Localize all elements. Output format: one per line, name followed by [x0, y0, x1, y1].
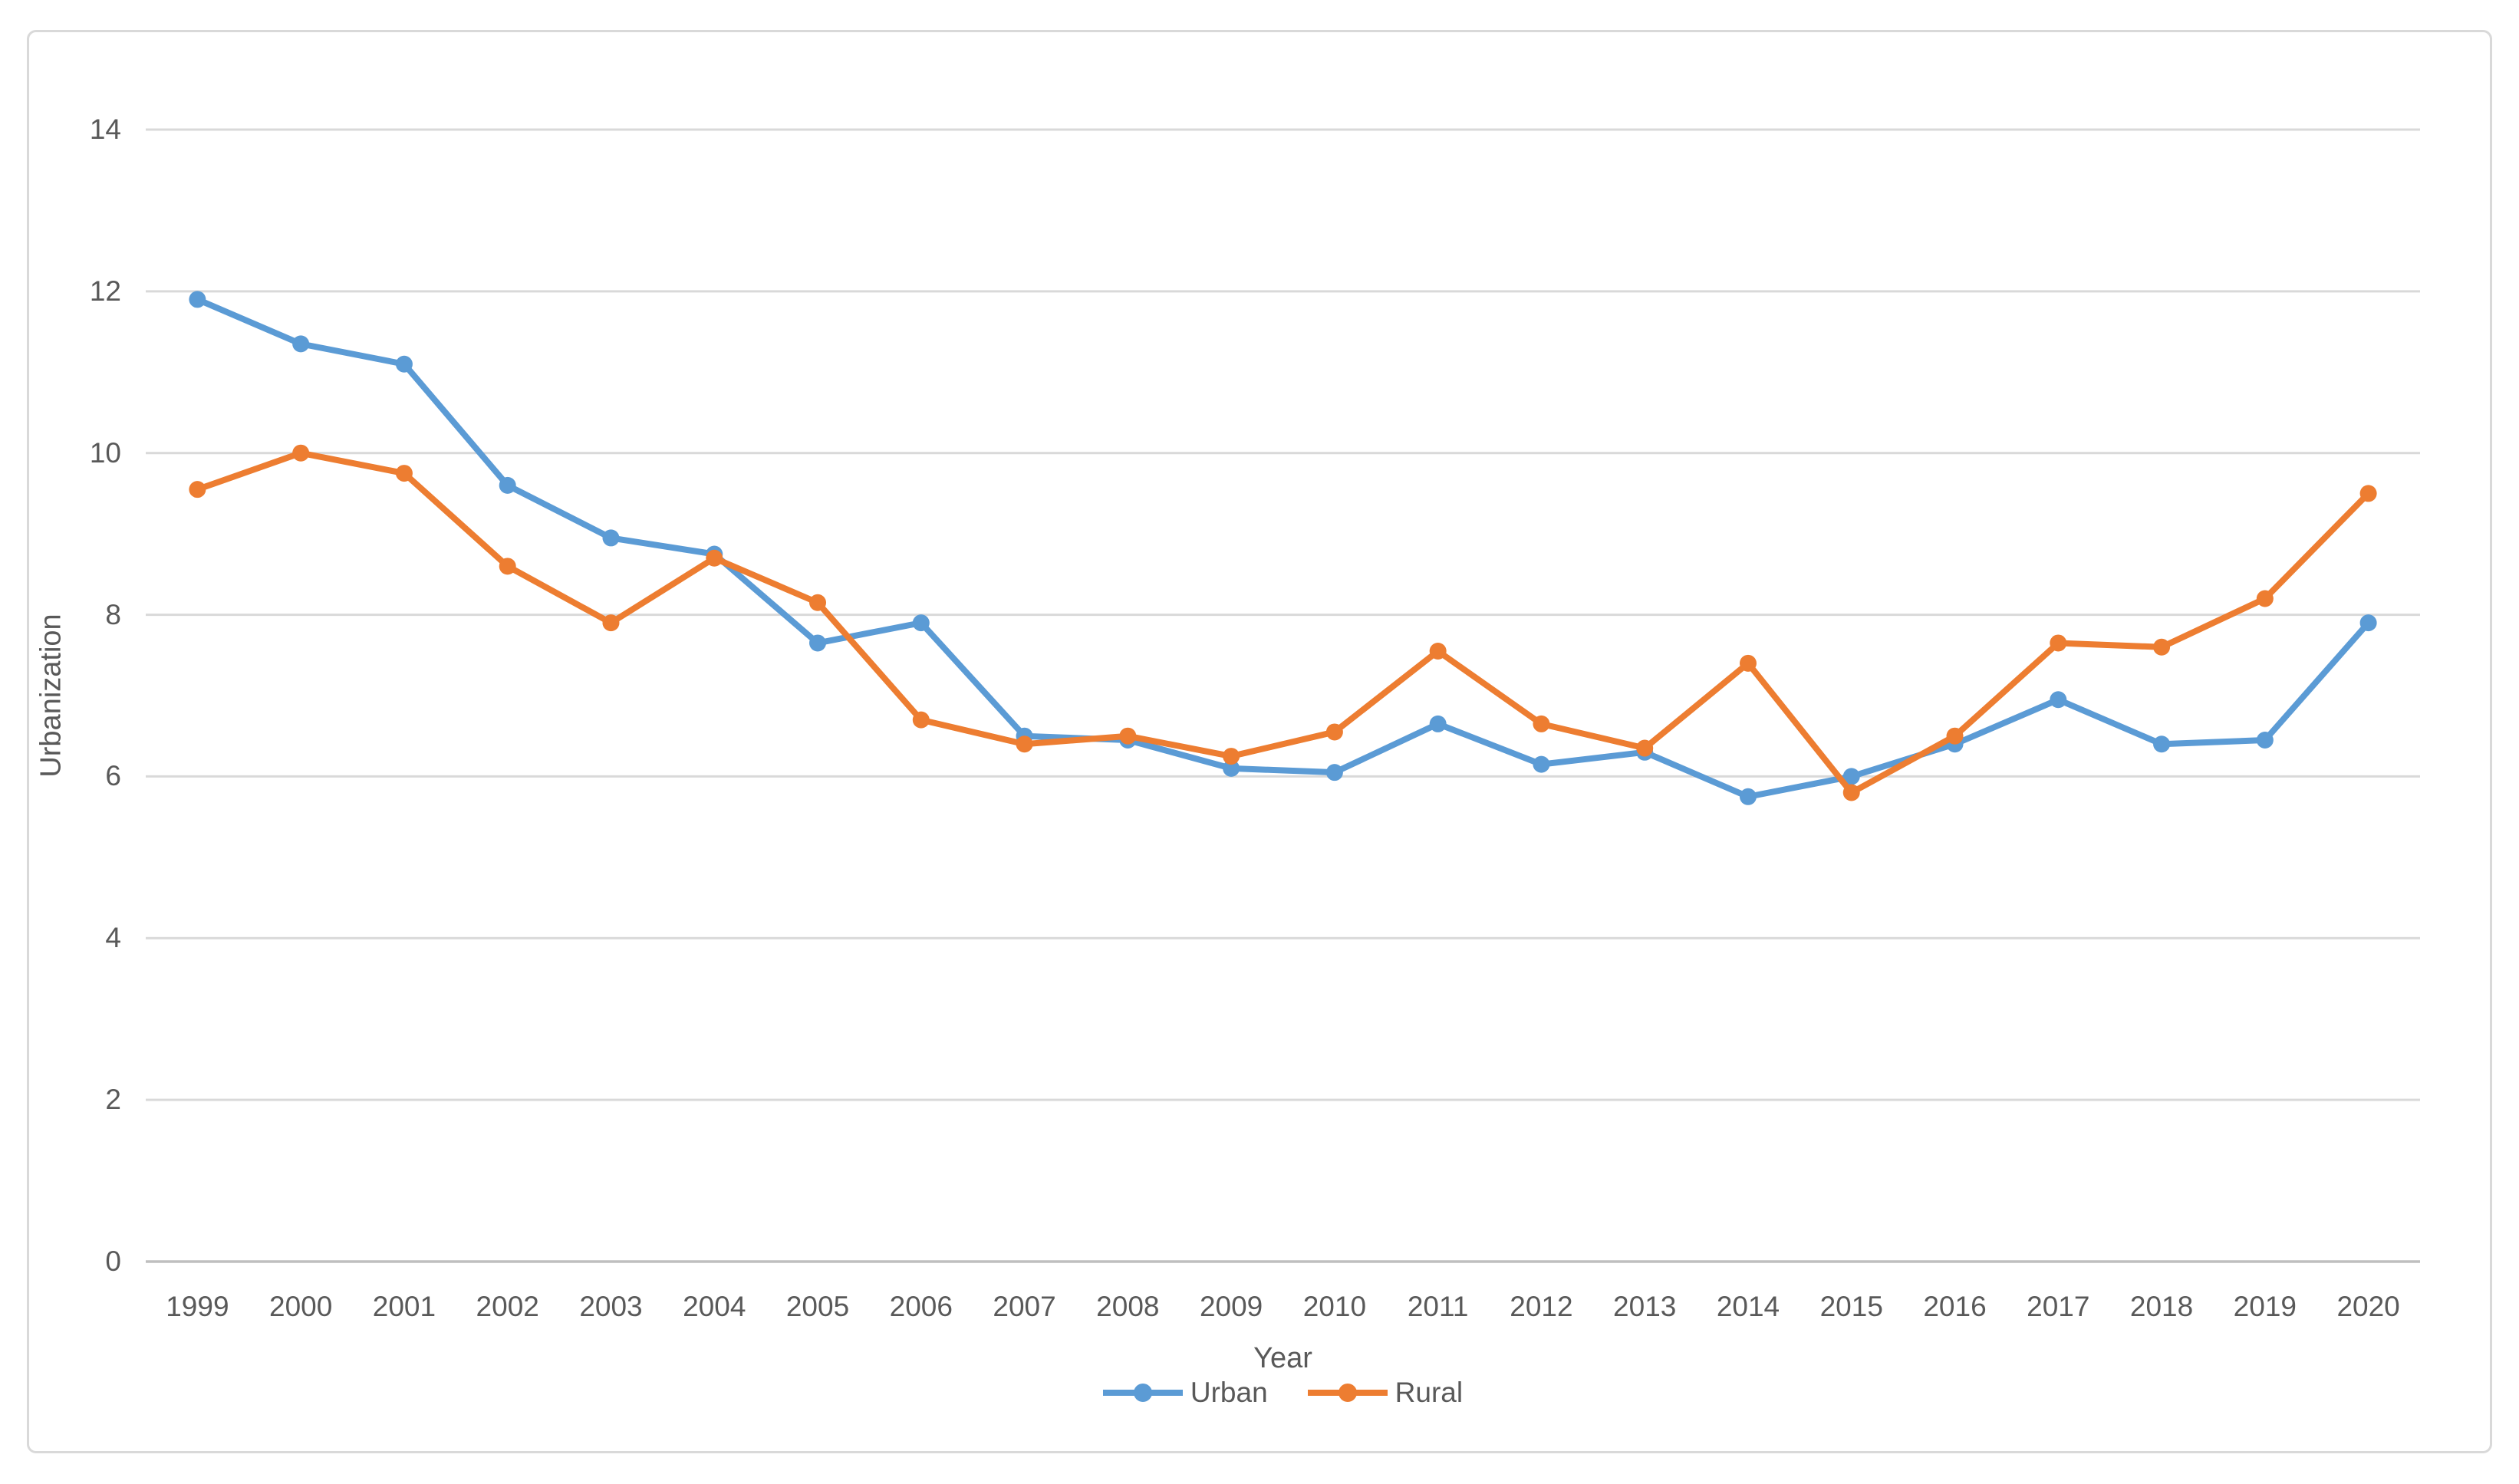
legend-dot-urban-icon: [1133, 1384, 1152, 1402]
x-tick-label-2014: 2014: [1716, 1291, 1780, 1322]
chart-outer-border: [27, 30, 2492, 1453]
x-tick-label-2017: 2017: [2027, 1291, 2090, 1322]
legend-label-urban: Urban: [1190, 1377, 1268, 1408]
x-tick-label-2010: 2010: [1302, 1291, 1367, 1322]
data-point-rural-2000: [292, 444, 310, 462]
x-tick-label-2005: 2005: [785, 1291, 850, 1322]
x-tick-label-2020: 2020: [2336, 1291, 2400, 1322]
x-tick-label-2011: 2011: [1407, 1291, 1469, 1322]
data-point-urban-2003: [602, 529, 620, 547]
x-tick-label-2006: 2006: [889, 1291, 953, 1322]
legend-item-rural: Rural: [1307, 1374, 1464, 1411]
data-point-urban-2005: [809, 634, 827, 652]
x-tick-label-2018: 2018: [2129, 1291, 2194, 1322]
x-tick-label-2012: 2012: [1510, 1291, 1573, 1322]
data-point-rural-2013: [1636, 739, 1654, 757]
x-tick-label-2001: 2001: [372, 1291, 436, 1322]
data-point-urban-2001: [395, 355, 413, 373]
y-tick-label-4: 4: [105, 922, 121, 954]
x-tick-label-2013: 2013: [1613, 1291, 1677, 1322]
x-tick-label-2007: 2007: [993, 1291, 1056, 1322]
x-tick-label-2009: 2009: [1199, 1291, 1263, 1322]
data-point-rural-2016: [1946, 727, 1964, 745]
data-point-rural-2014: [1739, 654, 1757, 672]
y-tick-label-10: 10: [89, 436, 121, 469]
data-point-rural-2012: [1533, 715, 1550, 732]
data-point-urban-2002: [499, 476, 516, 494]
data-point-urban-2015: [1842, 768, 1860, 785]
data-point-urban-2019: [2256, 731, 2274, 749]
legend-line-marker-rural-icon: [1307, 1384, 1388, 1402]
y-tick-label-12: 12: [89, 275, 121, 307]
data-point-rural-2006: [912, 711, 930, 729]
y-tick-label-14: 14: [89, 114, 121, 145]
data-point-rural-2001: [395, 465, 413, 482]
data-point-rural-2010: [1325, 723, 1343, 741]
data-point-rural-1999: [189, 481, 206, 499]
data-point-urban-2006: [912, 614, 930, 632]
legend: Urban Rural: [146, 1373, 2420, 1413]
data-point-urban-2017: [2050, 691, 2067, 709]
data-point-rural-2004: [706, 549, 723, 567]
legend-dot-rural-icon: [1338, 1384, 1357, 1402]
data-point-urban-2009: [1223, 759, 1240, 777]
series-line-rural: [194, 449, 2372, 796]
x-tick-label-2019: 2019: [2233, 1291, 2297, 1322]
data-point-urban-2012: [1533, 755, 1550, 773]
legend-item-urban: Urban: [1102, 1374, 1268, 1411]
data-point-rural-2007: [1016, 735, 1033, 753]
data-point-rural-2011: [1429, 643, 1447, 660]
data-point-rural-2002: [499, 558, 516, 575]
data-point-rural-2018: [2153, 638, 2171, 656]
series-line-urban: [194, 296, 2372, 800]
legend-label-rural: Rural: [1395, 1377, 1464, 1408]
data-point-rural-2008: [1119, 727, 1137, 745]
data-point-urban-2018: [2153, 735, 2171, 753]
x-tick-label-2016: 2016: [1923, 1291, 1987, 1322]
data-point-urban-2020: [2359, 614, 2377, 632]
data-point-rural-2003: [602, 614, 620, 632]
x-tick-label-2000: 2000: [269, 1291, 333, 1322]
legend-line-marker-urban-icon: [1102, 1384, 1183, 1402]
x-tick-label-2004: 2004: [683, 1291, 746, 1322]
y-tick-label-6: 6: [105, 760, 121, 792]
y-axis-title: Urbanization: [35, 614, 68, 778]
x-axis-title: Year: [1253, 1342, 1312, 1374]
data-point-rural-2020: [2359, 485, 2377, 502]
y-tick-label-0: 0: [105, 1245, 121, 1277]
y-tick-label-8: 8: [105, 598, 121, 630]
data-point-rural-2015: [1842, 784, 1860, 801]
y-tick-label-2: 2: [105, 1084, 121, 1116]
x-tick-label-2003: 2003: [579, 1291, 643, 1322]
x-tick-label-2008: 2008: [1096, 1291, 1160, 1322]
data-point-urban-2000: [292, 335, 310, 353]
data-point-rural-2009: [1223, 748, 1240, 765]
x-tick-label-2002: 2002: [476, 1291, 539, 1322]
data-point-rural-2017: [2050, 634, 2067, 652]
x-tick-label-1999: 1999: [166, 1291, 229, 1322]
x-tick-label-2015: 2015: [1819, 1291, 1883, 1322]
data-point-rural-2005: [809, 594, 827, 611]
data-point-urban-2010: [1325, 764, 1343, 781]
data-point-rural-2019: [2256, 590, 2274, 607]
data-point-urban-2011: [1429, 715, 1447, 732]
data-point-urban-1999: [189, 291, 206, 308]
data-point-urban-2014: [1739, 788, 1757, 805]
